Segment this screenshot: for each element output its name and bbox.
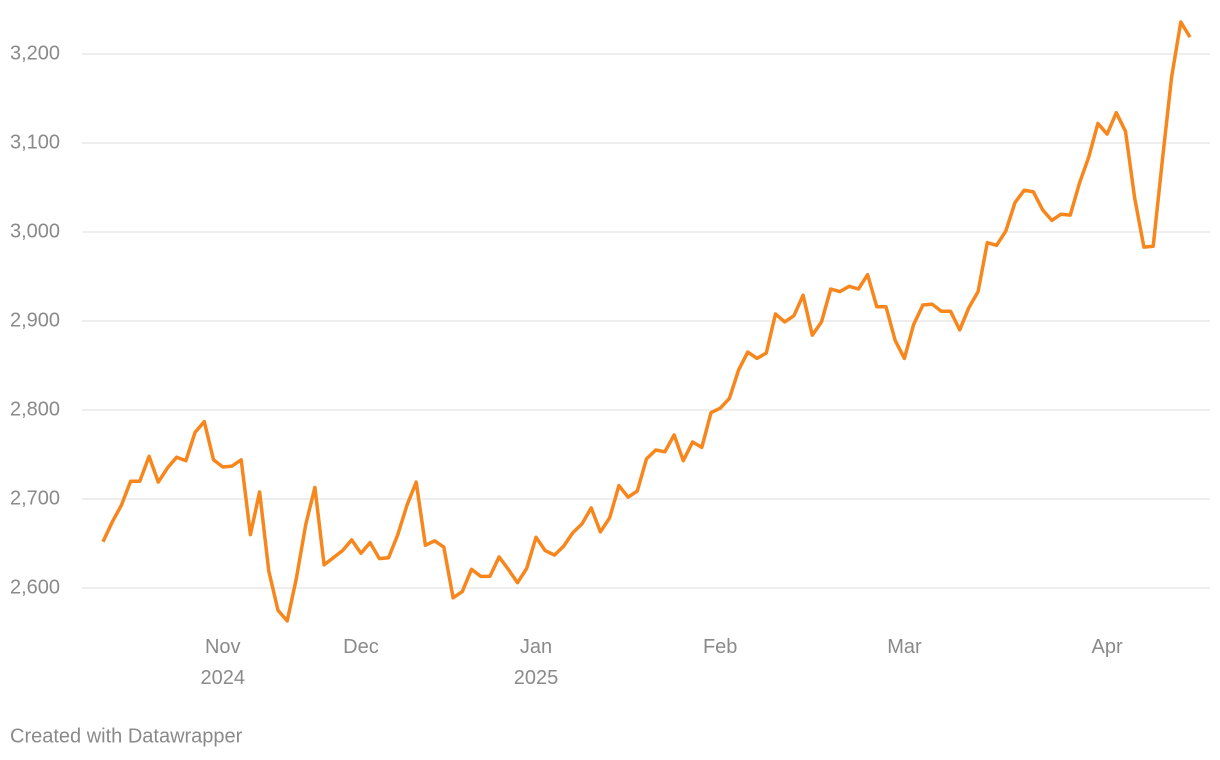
y-tick-label: 2,900 [10, 309, 60, 331]
y-tick-label: 3,200 [10, 42, 60, 64]
y-tick-label: 2,800 [10, 398, 60, 420]
y-tick-label: 3,100 [10, 131, 60, 153]
x-tick-label: Dec [343, 636, 379, 658]
x-tick-label: Feb [703, 636, 737, 658]
y-tick-label: 2,600 [10, 576, 60, 598]
footer: Created with Datawrapper [10, 725, 243, 747]
line [101, 20, 1192, 623]
x-tick-label: Nov 2024 [201, 636, 246, 689]
y-tick-label: 3,000 [10, 220, 60, 242]
x-tick-label: Mar [887, 636, 922, 658]
x-tick-label: Jan 2025 [514, 636, 559, 689]
y-tick-label: 2,700 [10, 487, 60, 509]
x-tick-label: Apr [1092, 636, 1123, 658]
